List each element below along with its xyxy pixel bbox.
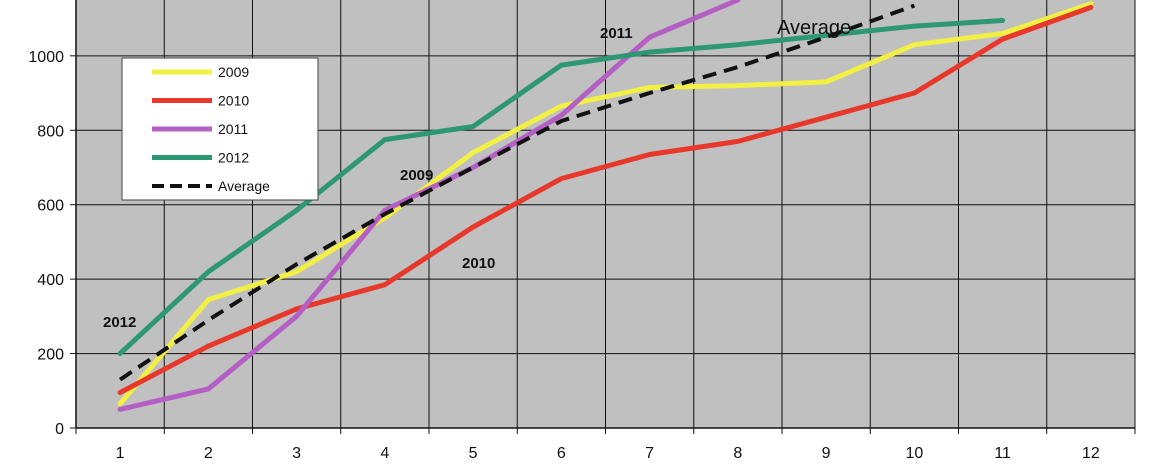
y-tick-label: 1000 [28, 49, 64, 66]
annotation-2012: 2012 [103, 314, 136, 331]
series-line-2010 [117, 4, 1094, 396]
x-tick-label: 9 [822, 445, 831, 462]
legend-label-average: Average [218, 178, 270, 194]
series-lines [117, 0, 1094, 412]
x-tick-label: 12 [1082, 445, 1100, 462]
legend-label-2012: 2012 [218, 150, 249, 166]
y-tick-label: 800 [37, 123, 64, 140]
y-tick-label: 600 [37, 198, 64, 215]
x-tick-label: 4 [380, 445, 389, 462]
x-tick-label: 7 [645, 445, 654, 462]
annotations: 2012 2009 2010 2011 Average [103, 17, 851, 331]
x-tick-label: 8 [733, 445, 742, 462]
x-tick-label: 3 [292, 445, 301, 462]
y-tick-label: 200 [37, 347, 64, 364]
y-tick-label: 400 [37, 272, 64, 289]
annotation-2010: 2010 [462, 255, 495, 272]
legend: 2009 2010 2011 2012 Average [121, 57, 319, 201]
legend-label-2009: 2009 [218, 64, 249, 80]
series-line-2009 [117, 1, 1094, 407]
annotation-2009: 2009 [400, 167, 433, 184]
x-tick-label: 1 [116, 445, 125, 462]
legend-label-2011: 2011 [218, 121, 248, 137]
legend-label-2010: 2010 [218, 93, 249, 109]
x-tick-label: 6 [557, 445, 566, 462]
x-tick-label: 2 [204, 445, 213, 462]
x-tick-label: 10 [905, 445, 923, 462]
x-tick-label: 5 [469, 445, 478, 462]
series-line-2012 [117, 18, 1006, 357]
y-tick-label: 0 [55, 421, 64, 438]
annotation-average: Average [777, 17, 851, 39]
series-line-average [118, 3, 916, 382]
x-tick-label: 11 [994, 445, 1011, 462]
annotation-2011: 2011 [600, 25, 633, 42]
